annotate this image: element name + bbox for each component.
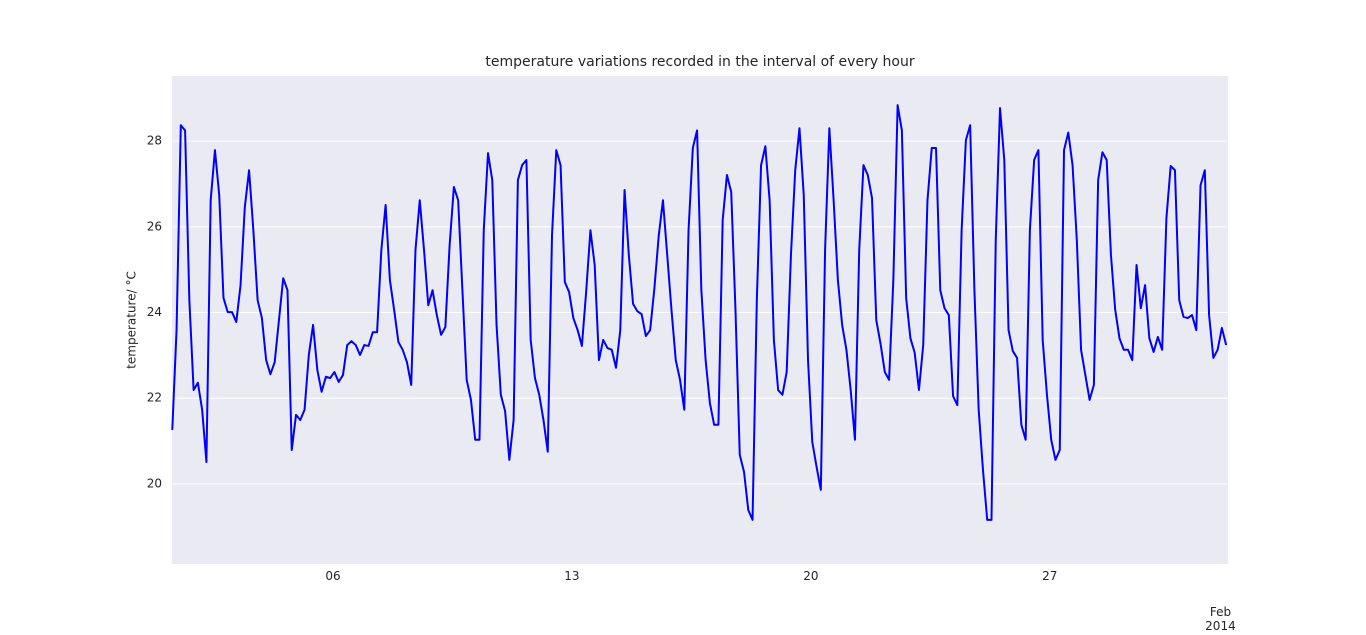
y-axis-label: temperature/ °C [125, 271, 139, 369]
y-tick-label: 20 [147, 476, 162, 490]
x-tick-label: 20 [803, 569, 819, 583]
chart-title: temperature variations recorded in the i… [485, 54, 914, 70]
x-tick-label: 27 [1042, 569, 1058, 583]
plot-area [172, 76, 1228, 564]
line [171, 104, 1228, 521]
y-tick-label: 22 [147, 391, 162, 405]
x-tick-label: 13 [564, 569, 580, 583]
y-tick-label: 24 [147, 305, 162, 319]
x-tick-label: Feb 2014 [1205, 605, 1236, 633]
y-tick-label: 26 [147, 219, 162, 233]
x-tick-label: 06 [325, 569, 341, 583]
y-tick-label: 28 [147, 134, 162, 148]
